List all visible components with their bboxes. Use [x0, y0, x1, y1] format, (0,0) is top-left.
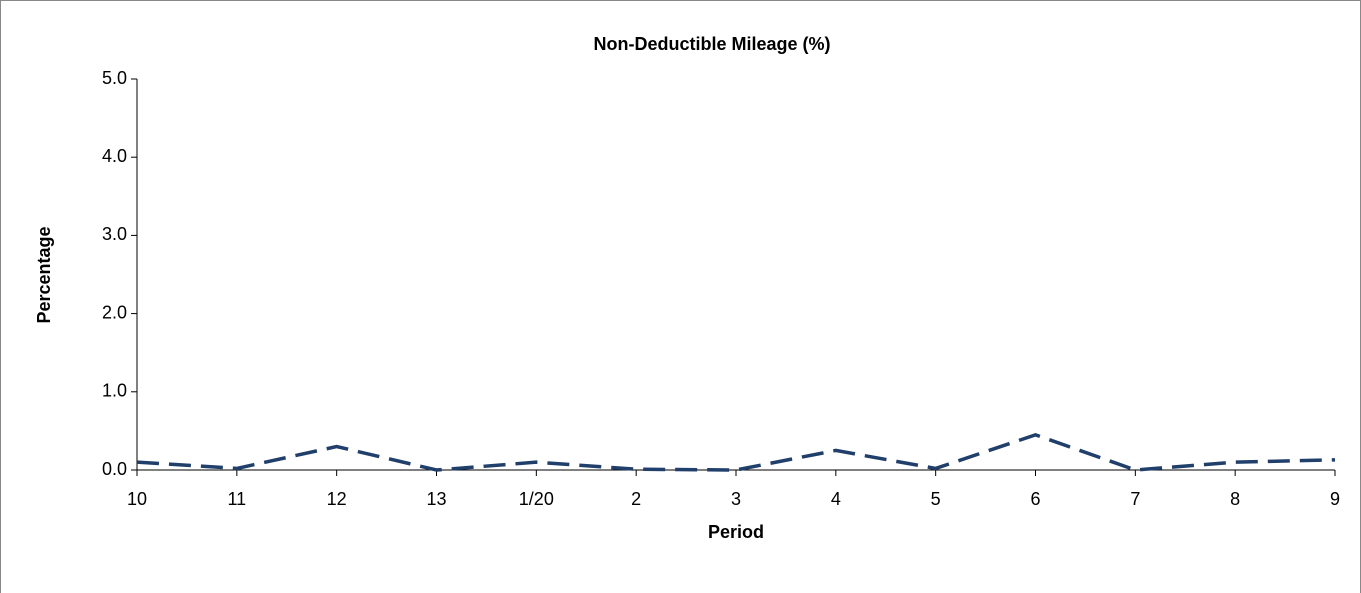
x-tick-label: 6 — [1030, 489, 1040, 509]
y-tick-label: 5.0 — [102, 68, 127, 88]
y-axis-label: Percentage — [34, 226, 54, 323]
y-tick-label: 0.0 — [102, 459, 127, 479]
x-tick-label: 11 — [227, 489, 246, 509]
y-tick-label: 3.0 — [102, 224, 127, 244]
x-tick-label: 3 — [731, 489, 741, 509]
y-tick-label: 4.0 — [102, 146, 127, 166]
data-line — [136, 432, 1336, 472]
x-axis-label: Period — [708, 522, 764, 542]
x-tick-label: 2 — [631, 489, 641, 509]
x-tick-label: 5 — [931, 489, 941, 509]
x-tick-label: 10 — [127, 489, 147, 509]
x-tick-label: 9 — [1330, 489, 1340, 509]
x-tick-label: 8 — [1230, 489, 1240, 509]
y-tick-label: 2.0 — [102, 302, 127, 322]
y-tick-label: 1.0 — [102, 381, 127, 401]
x-tick-label: 1/20 — [519, 489, 554, 509]
x-tick-label: 7 — [1130, 489, 1140, 509]
chart-title: Non-Deductible Mileage (%) — [593, 34, 830, 54]
x-tick-label: 13 — [426, 489, 446, 509]
x-tick-label: 4 — [831, 489, 841, 509]
x-tick-label: 12 — [327, 489, 347, 509]
